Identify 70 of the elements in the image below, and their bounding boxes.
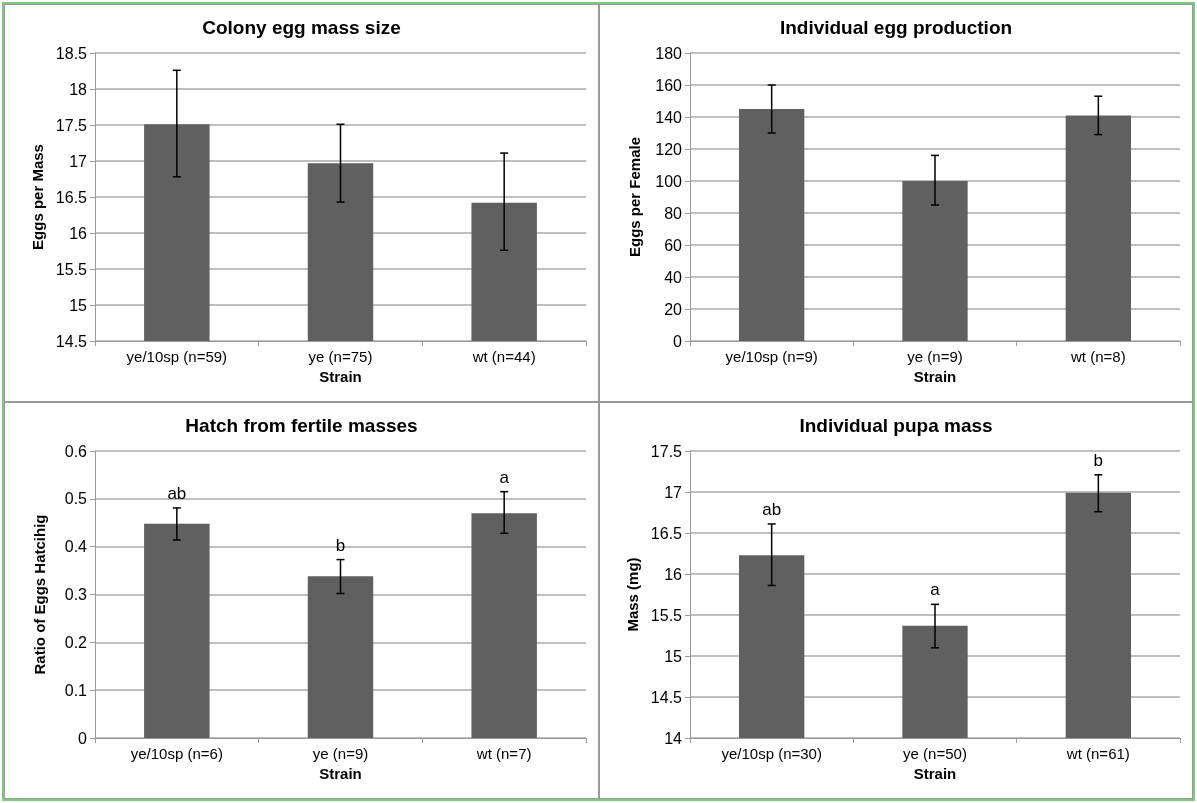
annotation: ab [167,483,187,503]
y-tick-label: 15 [69,296,88,314]
y-tick-label: 120 [655,140,683,158]
y-tick-label: 100 [655,172,683,190]
x-tick-label: wt (n=44) [471,348,536,365]
chart-title: Colony egg mass size [202,17,401,38]
y-tick-label: 40 [664,268,683,286]
y-tick-label: 18 [69,80,88,98]
x-tick-label: ye/10sp (n=30) [721,745,822,762]
y-tick-label: 16.5 [55,188,88,206]
annotation: a [499,467,510,487]
bar [307,576,374,738]
y-tick-label: 15.5 [55,260,88,278]
y-axis-title: Ratio of Eggs Hatcihig [31,514,48,675]
y-tick-label: 15 [664,647,683,665]
y-tick-label: 17 [69,152,88,170]
x-tick-label: wt (n=8) [1070,348,1126,365]
y-tick-label: 16.5 [650,524,683,542]
bar [471,513,537,738]
chart-title: Individual pupa mass [799,415,993,436]
y-tick-label: 14.5 [55,332,88,350]
x-tick-label: ye (n=50) [903,745,967,762]
y-tick-label: 0.2 [64,633,88,651]
x-tick-label: ye/10sp (n=9) [725,348,818,365]
y-tick-label: 14.5 [650,688,683,706]
x-axis-title: Strain [913,765,957,782]
chart-title: Individual egg production [779,17,1013,38]
annotation: ab [762,499,782,519]
annotation: b [335,535,346,555]
x-tick-label: ye (n=9) [907,348,963,365]
y-tick-label: 0 [78,729,88,747]
y-tick-label: 0.6 [64,442,88,460]
y-tick-label: 160 [655,76,683,94]
x-tick-label: wt (n=7) [475,745,532,762]
annotation: b [1093,450,1104,470]
y-tick-label: 14 [664,729,683,747]
bar [739,109,805,341]
x-axis-title: Strain [913,368,957,385]
chart-title: Hatch from fertile masses [185,415,418,436]
bar [1065,115,1131,341]
x-tick-label: ye (n=9) [312,745,369,762]
y-tick-label: 17.5 [650,442,683,460]
y-tick-label: 0 [673,332,683,350]
y-tick-label: 0.5 [64,490,88,508]
y-tick-label: 16 [69,224,88,242]
y-axis-title: Eggs per Mass [28,144,46,250]
x-axis-title: Strain [319,368,362,385]
y-tick-label: 15.5 [650,606,683,624]
y-tick-label: 20 [664,300,683,318]
y-tick-label: 60 [664,236,683,254]
y-tick-label: 0.1 [64,681,88,699]
y-tick-label: 80 [664,204,683,222]
y-tick-label: 0.3 [64,586,88,603]
y-tick-label: 17.5 [55,116,88,134]
y-tick-label: 18.5 [55,44,88,62]
annotation: a [930,580,941,600]
y-tick-label: 17 [664,483,683,501]
y-tick-label: 180 [655,44,683,62]
y-axis-title: Eggs per Female [626,136,643,258]
x-tick-label: ye/10sp (n=59) [126,348,228,365]
y-tick-label: 0.4 [64,538,88,556]
x-tick-label: ye (n=75) [308,348,373,365]
y-tick-label: 16 [664,565,683,583]
x-axis-title: Strain [319,765,362,782]
bar [144,523,210,738]
y-axis-title: Mass (mg) [623,557,641,632]
x-tick-label: ye/10sp (n=6) [130,745,223,762]
y-tick-label: 140 [655,108,683,126]
bar [902,181,968,341]
x-tick-label: wt (n=61) [1065,745,1130,762]
